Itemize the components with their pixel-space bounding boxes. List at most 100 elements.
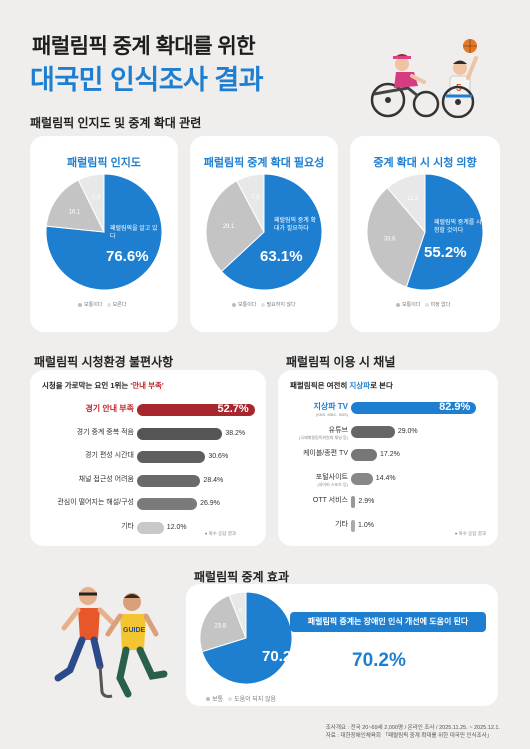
wheelchair-athletes-illustration: 5 — [370, 39, 478, 118]
pie-title: 패럴림픽 중계 확대 필요성 — [203, 157, 325, 169]
footer-source: 조사개요 : 전국 20~69세 2,000명 / 온라인 조사 / 2025.… — [326, 724, 500, 740]
pie-legend: 보통 도움이 되지 않음 — [206, 694, 276, 703]
page-title-line2: 대국민 인식조사 결과 — [30, 65, 264, 95]
subheading-suffix: 로 본다 — [370, 381, 393, 390]
bar-value-label: 30.6% — [208, 453, 229, 460]
pie-legend: 보통이다 필요하지 않다 — [232, 301, 296, 308]
section1-heading: 패럴림픽 인지도 및 중계 확대 관련 — [30, 116, 202, 130]
bar-category-label: 유튜브 (국제패럴림픽위원회 채널 등) — [298, 426, 348, 440]
legend-dot-negative — [106, 302, 111, 307]
bar-category-label: 지상파 TV (KBS, MBC, SBS) — [313, 402, 348, 417]
footer-survey-info: 조사개요 : 전국 20~69세 2,000명 / 온라인 조사 / 2025.… — [325, 725, 500, 731]
section4-heading: 패럴림픽 중계 효과 — [194, 570, 289, 584]
bar-value-label: 38.2% — [225, 429, 246, 437]
pie-card-intent: 중계 확대 시 시청 의향 33.6 11.2 패럴림픽 중계를 시청할 것이다 … — [350, 136, 500, 332]
bar-value-label: 17.2% — [379, 451, 400, 458]
pie-card-awareness: 패럴림픽 인지도 16.1 7.3 패럴림픽을 알고 있다 76.6% 보통이다 … — [30, 136, 178, 332]
bar-card-subheading: 시청을 가로막는 요인 1위는 '안내 부족' — [42, 380, 164, 391]
bar-mark — [137, 451, 206, 463]
subheading-text: 패럴림픽은 여전히 — [290, 381, 350, 390]
bar-mark — [137, 498, 198, 510]
pie-card-necessity: 패럴림픽 중계 확대 필요성 29.1 7.8 패럴림픽 중계 확대가 필요하다 … — [190, 136, 338, 332]
pie-slice — [220, 173, 323, 291]
bar-chart-inconvenience: 경기 안내 부족 52.7% 경기 중계 중복 적음 38.2% 경기 편성 시간대 30… — [30, 370, 266, 546]
pie-slice — [405, 173, 484, 291]
bar-value-label: 52.7% — [217, 403, 249, 415]
legend-neutral-label: 보통이다 — [238, 302, 257, 308]
pie-slice-label: 11.2 — [407, 196, 419, 202]
subheading-highlight: 지상파 — [349, 381, 371, 390]
bar-category-label: 기타 — [335, 520, 348, 528]
legend-dot-negative — [228, 697, 233, 702]
guide-runner-figure: GUIDE — [105, 593, 168, 698]
bar-mark — [137, 427, 223, 440]
section2-heading: 패럴림픽 시청환경 불편사항 — [34, 355, 174, 369]
legend-neutral-label: 보통이다 — [402, 302, 421, 308]
bar-mark — [351, 496, 356, 508]
legend-neutral-label: 보통 — [212, 697, 224, 703]
bar-card-channel: 패럴림픽은 여전히 지상파로 본다 지상파 TV (KBS, MBC, SBS) 8… — [278, 370, 498, 546]
pie-chart-necessity: 29.1 7.8 — [205, 173, 323, 291]
para-runners-illustration: GUIDE — [54, 587, 168, 698]
bar-chart-channel: 지상파 TV (KBS, MBC, SBS) 82.9% 유튜브 (국제패럴림픽위원회 … — [278, 370, 498, 546]
pie-chart-awareness: 16.1 7.3 — [45, 173, 163, 291]
bar-mark — [351, 449, 377, 461]
footer-source-info: 자료 : 대한장애인체육회 「패럴림픽 중계 확대를 위한 대국민 인식조사」 — [325, 733, 493, 739]
bar-category-label: 관심이 떨어지는 해설/구성 — [57, 499, 134, 506]
subheading-text: 시청을 가로막는 요인 1위는 — [42, 381, 131, 390]
bar-category-sublabel: (네이버 스포츠 등) — [317, 481, 348, 487]
legend-dot-neutral — [206, 697, 210, 702]
effect-big-value: 70.2% — [352, 650, 406, 671]
pie-slice — [77, 173, 105, 233]
legend-dot-neutral — [232, 302, 236, 307]
pie-slice-label: 16.1 — [69, 210, 81, 216]
subheading-highlight: '안내 부족' — [130, 381, 164, 390]
pie-slice-label: 23.8 — [214, 624, 226, 630]
pie-chart-intent: 33.6 11.2 — [366, 173, 484, 291]
bar-category-sublabel: (KBS, MBC, SBS) — [315, 412, 348, 417]
section3-heading: 패럴림픽 이용 시 채널 — [286, 355, 396, 369]
bar-value-label: 29.0% — [397, 427, 418, 435]
bar-value-label: 82.9% — [439, 401, 471, 413]
legend-dot-negative — [260, 302, 265, 307]
pie-legend: 보통이다 미정 없다 — [396, 301, 450, 308]
bar-category-label: 경기 중계 중복 적음 — [76, 428, 134, 436]
legend-dot-neutral — [396, 302, 400, 307]
svg-text:5: 5 — [456, 83, 462, 94]
bar-mark — [351, 425, 395, 438]
wheelchair-racer-figure — [370, 54, 440, 118]
pie-chart-effect: 23.86 — [199, 591, 293, 685]
bar-mark — [137, 521, 164, 534]
pie-slice — [386, 173, 426, 234]
bar-mark — [137, 404, 255, 416]
legend-negative-label: 필요하지 않다 — [266, 302, 296, 308]
bar-category-label: 채널 접근성 어려움 — [78, 475, 134, 483]
pie-title: 중계 확대 시 시청 의향 — [373, 157, 477, 169]
legend-negative-label: 미정 없다 — [430, 302, 451, 308]
legend-dot-neutral — [78, 302, 82, 307]
bar-value-label: 1.0% — [358, 521, 374, 529]
bar-note: ● 복수 응답 결과 — [454, 531, 486, 536]
pie-inner-label: 패럴림픽 중계를 시청할 것이다 — [434, 220, 482, 234]
pie-slice-label: 33.6 — [384, 237, 396, 243]
pie-legend: 보통이다 모른다 — [78, 301, 126, 308]
svg-text:GUIDE: GUIDE — [123, 627, 146, 634]
bar-category-sublabel: (국제패럴림픽위원회 채널 등) — [298, 434, 348, 440]
pie-big-value: 55.2% — [424, 244, 467, 261]
runner-with-prosthetic-figure — [54, 587, 115, 698]
bar-category-label: OTT 서비스 — [312, 497, 348, 504]
pie-slice — [366, 187, 426, 288]
pie-slice-label: 7.8 — [251, 195, 260, 201]
page-title-line1: 패럴림픽 중계 확대를 위한 — [32, 35, 256, 58]
effect-card: 23.8 6 70.2 보통 도움이 되지 않음 패럴림픽 중계는 장애인 인식 … — [186, 584, 498, 706]
bar-value-label: 26.9% — [200, 500, 220, 507]
bar-category-label: 경기 편성 시간대 — [85, 452, 134, 459]
bar-value-label: 14.4% — [375, 474, 396, 482]
bar-category-label: 포털사이트 (네이버 스포츠 등) — [315, 473, 348, 487]
wheelchair-basketball-figure: 5 — [441, 39, 478, 118]
bar-category-label: 경기 안내 부족 — [85, 404, 134, 413]
bar-note: ● 복수 응답 결과 — [204, 531, 236, 536]
bar-mark — [351, 519, 355, 532]
pie-slice-label: 29.1 — [223, 224, 235, 230]
pie-slice-label: 7.3 — [92, 195, 101, 201]
